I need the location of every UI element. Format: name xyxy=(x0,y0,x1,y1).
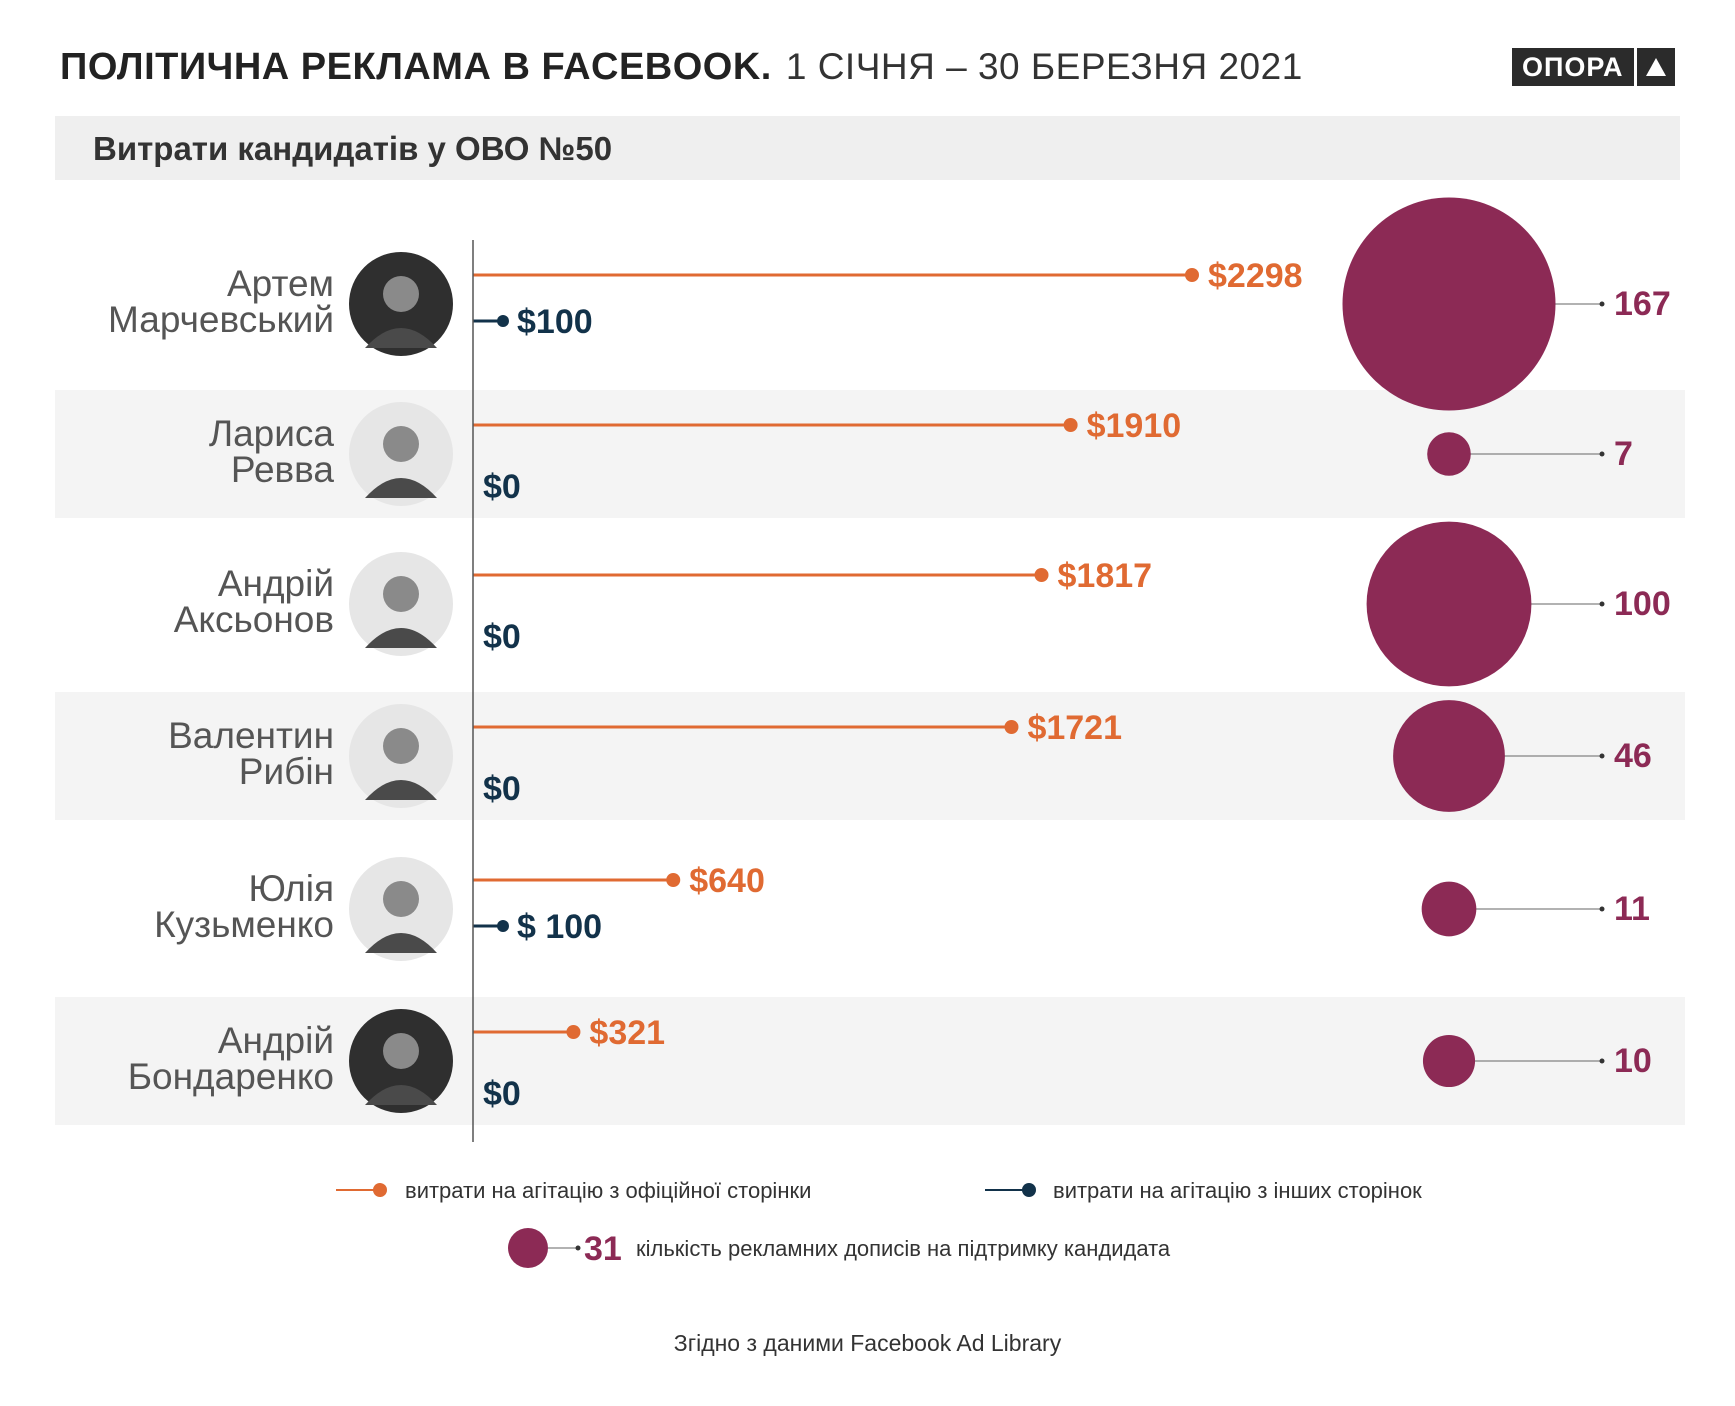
post-count-bubble xyxy=(1393,700,1505,812)
legend-bubble xyxy=(508,1228,548,1268)
legend-bubble-value: 31 xyxy=(584,1230,622,1268)
post-count-bubble xyxy=(1422,1034,1476,1088)
avatar-shoulders xyxy=(365,1085,437,1105)
legend-other-label: витрати на агітацію з інших сторінок xyxy=(1053,1178,1422,1203)
row-band xyxy=(55,390,1685,518)
avatar xyxy=(349,1009,453,1113)
subtitle-band: Витрати кандидатів у ОВО №50 xyxy=(55,116,1680,180)
candidate-name-last: Кузьменко xyxy=(154,904,334,945)
row-bands xyxy=(55,390,1685,1125)
post-count-bubble xyxy=(1342,197,1556,411)
legend-bubble-leader-dot xyxy=(575,1245,581,1251)
post-count-bubble xyxy=(1366,521,1532,687)
post-count-bubble xyxy=(1427,432,1471,476)
post-count-label: 10 xyxy=(1614,1042,1652,1080)
candidate-name-first: Лариса xyxy=(209,413,335,454)
logo-text: ОПОРА xyxy=(1512,48,1634,86)
avatar xyxy=(349,857,453,961)
page-title: ПОЛІТИЧНА РЕКЛАМА В FACEBOOK. xyxy=(60,46,772,88)
legend-bubble-label: кількість рекламних дописів на підтримку… xyxy=(636,1236,1171,1261)
candidate-name-last: Ревва xyxy=(231,449,335,490)
bubble-leader-dot xyxy=(1599,906,1605,912)
avatar-shoulders xyxy=(365,933,437,953)
avatar-head xyxy=(383,276,419,312)
official-spend-dot xyxy=(1004,720,1019,734)
other-spend-label: $0 xyxy=(483,770,521,808)
avatar-shoulders xyxy=(365,780,437,800)
avatar xyxy=(349,552,453,656)
legend-official-label: витрати на агітацію з офіційної сторінки xyxy=(405,1178,811,1203)
official-spend-dot xyxy=(666,873,681,887)
source-note: Згідно з даними Facebook Ad Library xyxy=(673,1330,1062,1356)
other-spend-dot xyxy=(497,920,509,932)
official-spend-dot xyxy=(1185,268,1199,282)
avatar-head xyxy=(383,576,419,612)
other-spend-label: $100 xyxy=(517,303,593,341)
bubble-leader-dot xyxy=(1599,753,1605,759)
post-count-label: 7 xyxy=(1614,435,1633,473)
candidate-name-first: Валентин xyxy=(168,715,334,756)
candidate-name-last: Марчевський xyxy=(108,299,334,340)
avatar-shoulders xyxy=(365,328,437,348)
date-range: 1 СІЧНЯ – 30 БЕРЕЗНЯ 2021 xyxy=(785,46,1303,87)
chart-subtitle: Витрати кандидатів у ОВО №50 xyxy=(93,130,613,167)
official-spend-label: $321 xyxy=(589,1014,665,1052)
other-spend-label: $0 xyxy=(483,1075,521,1113)
official-spend-label: $2298 xyxy=(1208,257,1303,295)
official-spend-label: $1910 xyxy=(1087,407,1182,445)
official-spend-dot xyxy=(1063,418,1078,432)
page-header: ПОЛІТИЧНА РЕКЛАМА В FACEBOOK. 1 СІЧНЯ – … xyxy=(60,46,1303,89)
post-count-bubble xyxy=(1421,881,1477,937)
other-spend-label: $ 100 xyxy=(517,908,602,946)
post-count-label: 11 xyxy=(1614,890,1650,928)
candidate-name-first: Андрій xyxy=(218,563,334,604)
bubble-leader-dot xyxy=(1599,451,1605,457)
avatar-shoulders xyxy=(365,628,437,648)
avatar xyxy=(349,704,453,808)
other-spend-dot xyxy=(497,315,509,327)
legend-other-dot xyxy=(1022,1183,1036,1197)
official-spend-label: $1817 xyxy=(1058,557,1153,595)
other-spend-label: $0 xyxy=(483,468,521,506)
post-count-label: 46 xyxy=(1614,737,1652,775)
official-spend-label: $640 xyxy=(689,862,765,900)
avatar-shoulders xyxy=(365,478,437,498)
official-spend-dot xyxy=(566,1025,581,1039)
legend: витрати на агітацію з офіційної сторінки… xyxy=(336,1178,1422,1268)
avatar-head xyxy=(383,728,419,764)
candidate-name-last: Аксьонов xyxy=(174,599,334,640)
bubble-leader-dot xyxy=(1599,301,1605,307)
avatar-head xyxy=(383,1033,419,1069)
avatar xyxy=(349,402,453,506)
avatar-head xyxy=(383,426,419,462)
row-band xyxy=(55,997,1685,1125)
candidate-name-last: Рибін xyxy=(239,751,334,792)
triangle-icon xyxy=(1636,48,1675,86)
candidate-name-first: Андрій xyxy=(218,1020,334,1061)
candidate-name-last: Бондаренко xyxy=(128,1056,334,1097)
bubble-leader-dot xyxy=(1599,1058,1605,1064)
post-count-label: 167 xyxy=(1614,285,1671,323)
legend-official-dot xyxy=(373,1183,387,1197)
candidate-name-first: Юлія xyxy=(248,868,334,909)
official-spend-dot xyxy=(1034,568,1049,582)
candidate-name-first: Артем xyxy=(227,263,334,304)
post-count-label: 100 xyxy=(1614,585,1671,623)
official-spend-label: $1721 xyxy=(1027,709,1122,747)
other-spend-label: $0 xyxy=(483,618,521,656)
avatar-head xyxy=(383,881,419,917)
opora-logo: ОПОРА xyxy=(1512,48,1675,86)
bubble-leader-dot xyxy=(1599,601,1605,607)
avatar xyxy=(349,252,453,356)
